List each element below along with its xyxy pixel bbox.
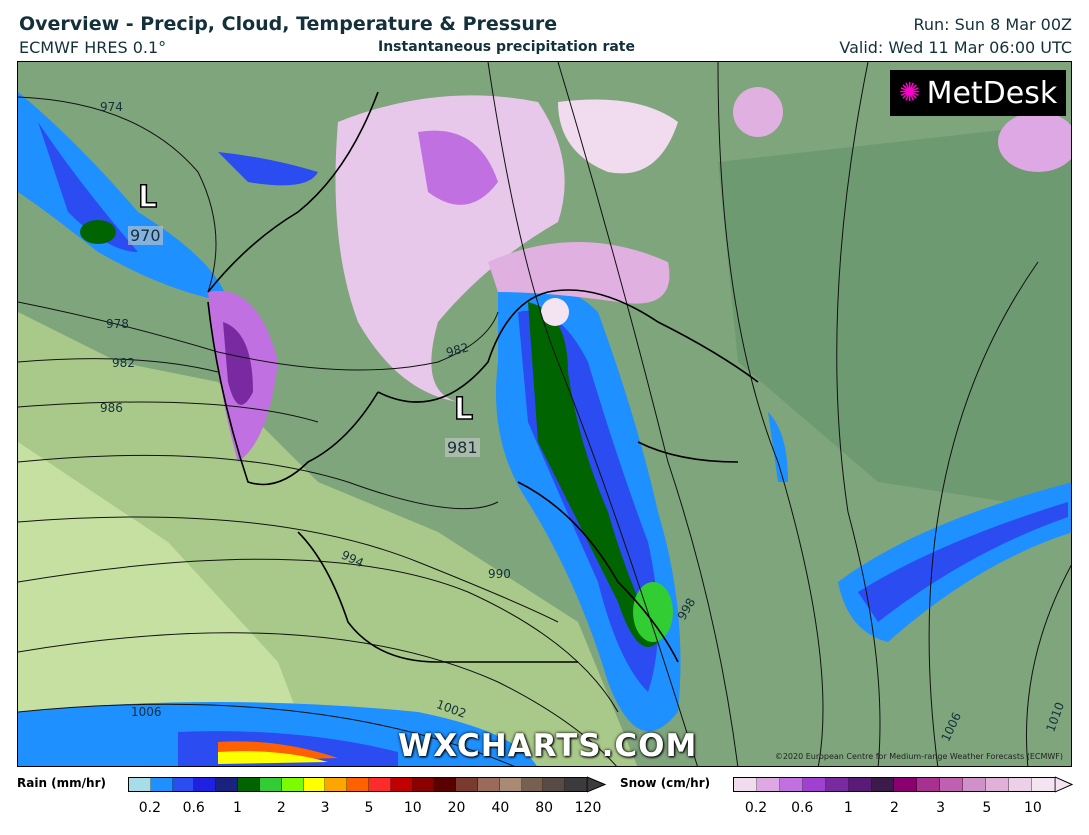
snow-ticks: 0.2 0.6 1 2 3 5 10 — [733, 800, 1056, 820]
colorbar-swatch — [565, 778, 588, 791]
colorbar-swatch — [412, 778, 435, 791]
weather-map: 974 978 982 986 982 994 990 998 1006 100… — [17, 61, 1072, 767]
logo-text: MetDesk — [926, 75, 1058, 111]
isobar-label: 986 — [100, 401, 123, 415]
watermark: WXCHARTS.COM — [398, 728, 698, 764]
colorbar-swatch — [456, 778, 478, 791]
tick-label: 2 — [276, 800, 286, 816]
colorbar-swatch — [963, 778, 987, 791]
snow-areas — [208, 87, 1071, 462]
rain-colorbar — [128, 777, 588, 792]
colorbar-swatch — [478, 778, 500, 791]
colorbar-swatch — [1031, 778, 1055, 791]
colorbar-swatch — [150, 778, 173, 791]
colorbar-swatch — [368, 778, 391, 791]
colorbar-swatch — [521, 778, 544, 791]
colorbar-swatch — [434, 778, 457, 791]
tick-label: 120 — [574, 800, 602, 816]
low-pressure-symbol: L — [453, 391, 474, 428]
snow-colorbar — [733, 777, 1056, 792]
rain-ticks: 0.2 0.6 1 2 3 5 10 20 40 80 120 — [128, 800, 602, 820]
colorbar-swatch — [390, 778, 413, 791]
colorbar-swatch — [172, 778, 195, 791]
isobars — [18, 62, 1071, 766]
colorbar-swatch — [734, 778, 757, 791]
colorbar-swatch — [917, 778, 941, 791]
metdesk-flower-icon: ✺ — [898, 78, 921, 108]
isobar-label: 982 — [112, 356, 135, 370]
tick-label: 2 — [890, 800, 899, 816]
model-name: ECMWF HRES 0.1° — [19, 38, 167, 57]
colorbar-swatch — [940, 778, 964, 791]
tick-label: 1 — [843, 800, 853, 816]
colorbar-swatch — [986, 778, 1010, 791]
tick-label: 10 — [403, 800, 422, 816]
colorbar-swatch — [848, 778, 872, 791]
colorbar-swatch — [347, 778, 369, 791]
colorbar-swatch — [238, 778, 260, 791]
tick-label: 0.6 — [791, 800, 814, 816]
colorbar-swatch — [802, 778, 826, 791]
snow-colorbar-arrow — [1055, 776, 1074, 793]
colorbar-swatch — [259, 778, 282, 791]
tick-label: 5 — [364, 800, 374, 816]
rain-legend-label: Rain (mm/hr) — [17, 776, 106, 790]
colorbar-swatch — [894, 778, 918, 791]
chart-subtitle: Instantaneous precipitation rate — [378, 39, 635, 55]
low-pressure-value: 981 — [445, 438, 480, 457]
colorbar-swatch — [194, 778, 217, 791]
colorbar-swatch — [216, 778, 239, 791]
isobar-label: 990 — [488, 567, 511, 581]
colorbar-swatch — [779, 778, 803, 791]
isobar-label: 1006 — [131, 705, 162, 719]
tick-label: 1 — [233, 800, 242, 816]
colorbar-swatch — [325, 778, 348, 791]
rain-colorbar-arrow — [587, 776, 607, 793]
low-pressure-symbol: L — [137, 179, 158, 216]
chart-title: Overview - Precip, Cloud, Temperature & … — [19, 13, 558, 35]
tick-label: 0.2 — [744, 800, 768, 816]
coastlines-borders — [207, 91, 759, 663]
colorbar-swatch — [543, 778, 566, 791]
rain-areas — [18, 92, 1071, 766]
metdesk-logo: ✺ MetDesk — [890, 70, 1066, 116]
colorbar-swatch — [499, 778, 522, 791]
tick-label: 20 — [447, 800, 466, 816]
copyright: ©2020 European Centre for Medium-range W… — [774, 752, 1063, 761]
colorbar-swatch — [1009, 778, 1032, 791]
run-time: Run: Sun 8 Mar 00Z — [913, 15, 1072, 34]
tick-label: 40 — [491, 800, 510, 816]
tick-label: 80 — [535, 800, 554, 816]
isobar-label: 974 — [100, 100, 123, 114]
tick-label: 3 — [320, 800, 330, 816]
colorbar-swatch — [129, 778, 151, 791]
low-pressure-value: 970 — [128, 226, 163, 245]
cloud-area — [718, 122, 1071, 512]
tick-label: 5 — [982, 800, 992, 816]
snow-legend-label: Snow (cm/hr) — [620, 776, 711, 790]
tick-label: 10 — [1024, 800, 1042, 816]
colorbar-swatch — [825, 778, 849, 791]
map-canvas — [18, 62, 1071, 766]
warm-land-area — [18, 442, 318, 766]
colorbar-swatch — [281, 778, 304, 791]
valid-time: Valid: Wed 11 Mar 06:00 UTC — [839, 38, 1072, 57]
colorbar-swatch — [303, 778, 326, 791]
tick-label: 0.6 — [182, 800, 205, 816]
tick-label: 0.2 — [138, 800, 162, 816]
isobar-label: 978 — [106, 317, 129, 331]
colorbar-swatch — [756, 778, 780, 791]
tick-label: 3 — [936, 800, 946, 816]
colorbar-swatch — [871, 778, 895, 791]
